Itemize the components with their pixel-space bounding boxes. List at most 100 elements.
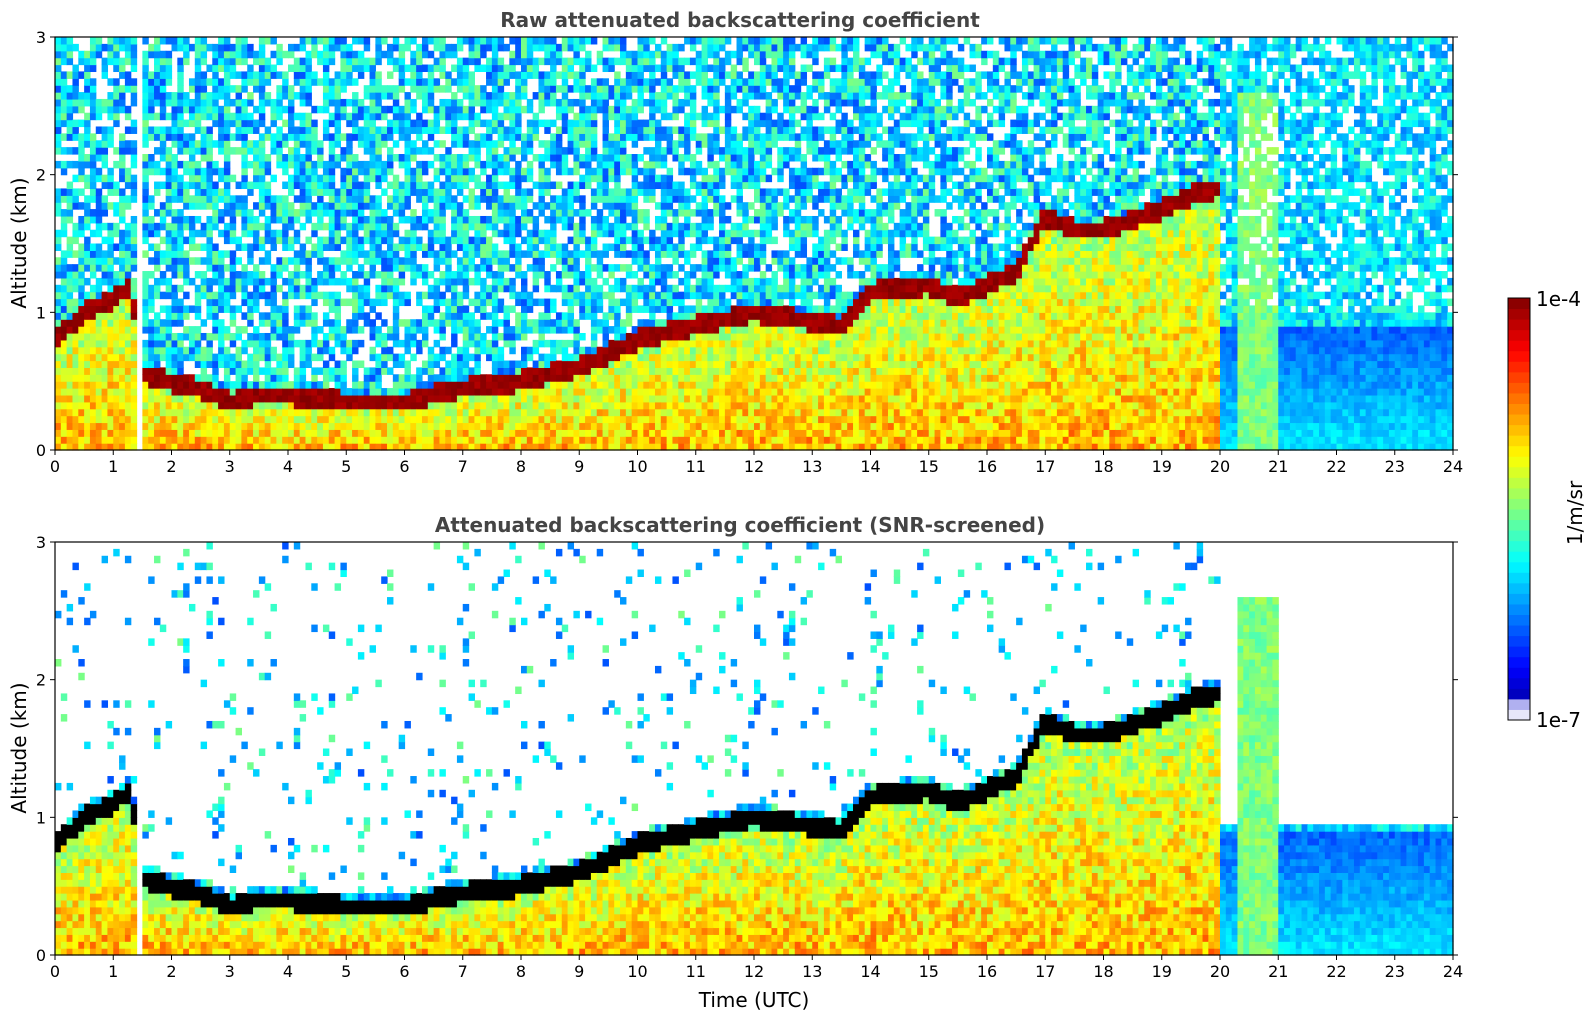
heatmap-cell (631, 188, 639, 196)
heatmap-cell (171, 312, 178, 320)
heatmap-cell (311, 339, 318, 348)
heatmap-cell (608, 339, 615, 348)
heatmap-cell (60, 50, 68, 59)
heatmap-cell (521, 443, 528, 451)
heatmap-cell (154, 429, 161, 437)
heatmap-cell (585, 50, 592, 59)
heatmap-cell (654, 215, 662, 224)
heatmap-cell (456, 277, 464, 286)
heatmap-cell (643, 332, 650, 341)
heatmap-cell (258, 112, 266, 121)
heatmap-cell (521, 57, 528, 66)
heatmap-cell (555, 133, 563, 141)
heatmap-cell (311, 319, 318, 327)
heatmap-cell (299, 271, 307, 279)
heatmap-cell (154, 415, 161, 424)
heatmap-cell (462, 429, 470, 437)
heatmap-cell (352, 277, 359, 286)
heatmap-cell (375, 243, 382, 251)
heatmap-cell (253, 388, 260, 396)
heatmap-cell (159, 271, 167, 279)
heatmap-cell (148, 71, 155, 79)
heatmap-cell (253, 284, 260, 293)
heatmap-cell (66, 202, 74, 210)
heatmap-cell (183, 346, 190, 355)
heatmap-cell (223, 188, 231, 196)
heatmap-cell (78, 374, 85, 382)
heatmap-cell (247, 126, 254, 134)
heatmap-cell (456, 229, 464, 238)
heatmap-cell (328, 257, 336, 265)
heatmap-cell (270, 119, 277, 128)
heatmap-cell (515, 181, 522, 190)
heatmap-cell (124, 332, 132, 341)
heatmap-cell (381, 140, 388, 148)
heatmap-cell (188, 422, 196, 430)
heatmap-cell (550, 284, 557, 293)
heatmap-cell (404, 436, 411, 444)
heatmap-cell (433, 401, 441, 410)
heatmap-cell (387, 202, 394, 210)
heatmap-cell (352, 257, 359, 265)
heatmap-cell (521, 401, 528, 410)
heatmap-cell (206, 215, 213, 224)
heatmap-cell (660, 71, 668, 79)
heatmap-cell (602, 57, 609, 66)
heatmap-cell (649, 436, 656, 444)
heatmap-cell (66, 374, 74, 382)
heatmap-cell (486, 284, 493, 293)
heatmap-cell (491, 443, 499, 451)
heatmap-cell (60, 43, 68, 52)
heatmap-cell (282, 429, 289, 437)
heatmap-cell (258, 57, 266, 66)
heatmap-cell (288, 64, 295, 73)
heatmap-cell (101, 98, 109, 107)
heatmap-cell (375, 105, 382, 114)
heatmap-cell (608, 57, 615, 66)
heatmap-cell (288, 105, 295, 114)
heatmap-cell (526, 105, 534, 114)
heatmap-cell (509, 367, 516, 375)
heatmap-cell (212, 71, 219, 79)
heatmap-cell (55, 105, 62, 114)
heatmap-cell (84, 209, 91, 217)
heatmap-cell (142, 167, 149, 176)
heatmap-cell (416, 85, 423, 93)
heatmap-cell (229, 147, 237, 155)
heatmap-cell (521, 154, 528, 162)
heatmap-cell (352, 243, 359, 251)
heatmap-cell (410, 85, 417, 93)
heatmap-cell (154, 78, 161, 86)
heatmap-cell (491, 174, 499, 183)
heatmap-cell (404, 202, 411, 210)
heatmap-cell (124, 360, 132, 368)
heatmap-cell (521, 305, 528, 313)
heatmap-cell (392, 374, 400, 382)
heatmap-cell (480, 298, 487, 307)
heatmap-cell (188, 388, 196, 396)
heatmap-cell (439, 85, 446, 93)
heatmap-cell (625, 71, 633, 79)
heatmap-cell (84, 98, 91, 107)
heatmap-cell (550, 71, 557, 79)
heatmap-cell (101, 222, 109, 231)
heatmap-cell (200, 43, 208, 52)
heatmap-cell (398, 388, 406, 396)
heatmap-cell (165, 291, 173, 300)
heatmap-cell (130, 401, 138, 410)
heatmap-cell (288, 215, 295, 224)
heatmap-cell (84, 50, 91, 59)
heatmap-cell (334, 388, 342, 396)
heatmap-cell (392, 422, 400, 430)
heatmap-cell (241, 147, 248, 155)
heatmap-cell (649, 271, 656, 279)
heatmap-cell (573, 257, 580, 265)
heatmap-cell (282, 105, 289, 114)
heatmap-cell (509, 243, 516, 251)
heatmap-cell (427, 436, 435, 444)
heatmap-cell (410, 394, 417, 403)
heatmap-cell (328, 305, 336, 313)
heatmap-cell (346, 401, 353, 410)
heatmap-cell (649, 174, 656, 183)
heatmap-cell (346, 160, 353, 169)
